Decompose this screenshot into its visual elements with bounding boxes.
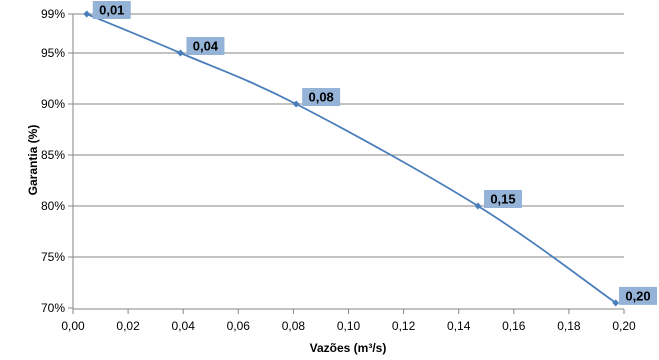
x-tick-label: 0,08 [282, 319, 306, 333]
data-point [292, 100, 300, 108]
data-label-box [619, 286, 657, 305]
data-point [612, 299, 620, 307]
data-label-box [92, 1, 131, 19]
data-point [83, 10, 91, 18]
x-axis-title: Vazões (m³/s) [310, 341, 387, 355]
y-axis: 70% 75% 80% 85% 90% 95% 99% [41, 7, 74, 315]
y-tick-label: 99% [41, 7, 65, 21]
y-tick-label: 80% [41, 199, 65, 213]
gridlines [73, 13, 624, 258]
data-label: 0,08 [308, 90, 333, 105]
x-tick-label: 0,10 [337, 319, 361, 333]
data-label-box [186, 37, 225, 55]
data-label: 0,15 [490, 192, 515, 207]
data-label: 0,01 [99, 3, 124, 18]
data-label-box [302, 88, 341, 106]
y-axis-title: Garantia (%) [26, 125, 40, 196]
y-tick-label: 90% [41, 97, 65, 111]
data-label: 0,20 [625, 288, 650, 303]
y-tick-label: 70% [41, 301, 65, 315]
x-tick-label: 0,18 [557, 319, 581, 333]
x-axis: 0,00 0,02 0,04 0,06 0,08 0,10 0,12 0,14 0,16 0,18… [61, 308, 636, 333]
x-tick-label: 0,00 [61, 319, 85, 333]
data-label: 0,04 [193, 39, 219, 54]
data-label-box [483, 190, 522, 208]
x-tick-label: 0,06 [227, 319, 251, 333]
x-tick-label: 0,02 [116, 319, 140, 333]
series-line [86, 13, 617, 304]
x-tick-label: 0,12 [392, 319, 416, 333]
x-tick-label: 0,14 [447, 319, 471, 333]
x-tick-label: 0,16 [502, 319, 526, 333]
y-tick-label: 95% [41, 46, 65, 60]
x-tick-label: 0,04 [172, 319, 196, 333]
data-point [176, 49, 184, 57]
x-tick-label: 0,20 [612, 319, 636, 333]
y-tick-label: 75% [41, 250, 65, 264]
data-point [474, 202, 482, 210]
data-labels: 0,01 0,04 0,08 0,15 0,20 [92, 1, 657, 305]
y-tick-label: 85% [41, 148, 65, 162]
series-line-group [83, 10, 620, 307]
